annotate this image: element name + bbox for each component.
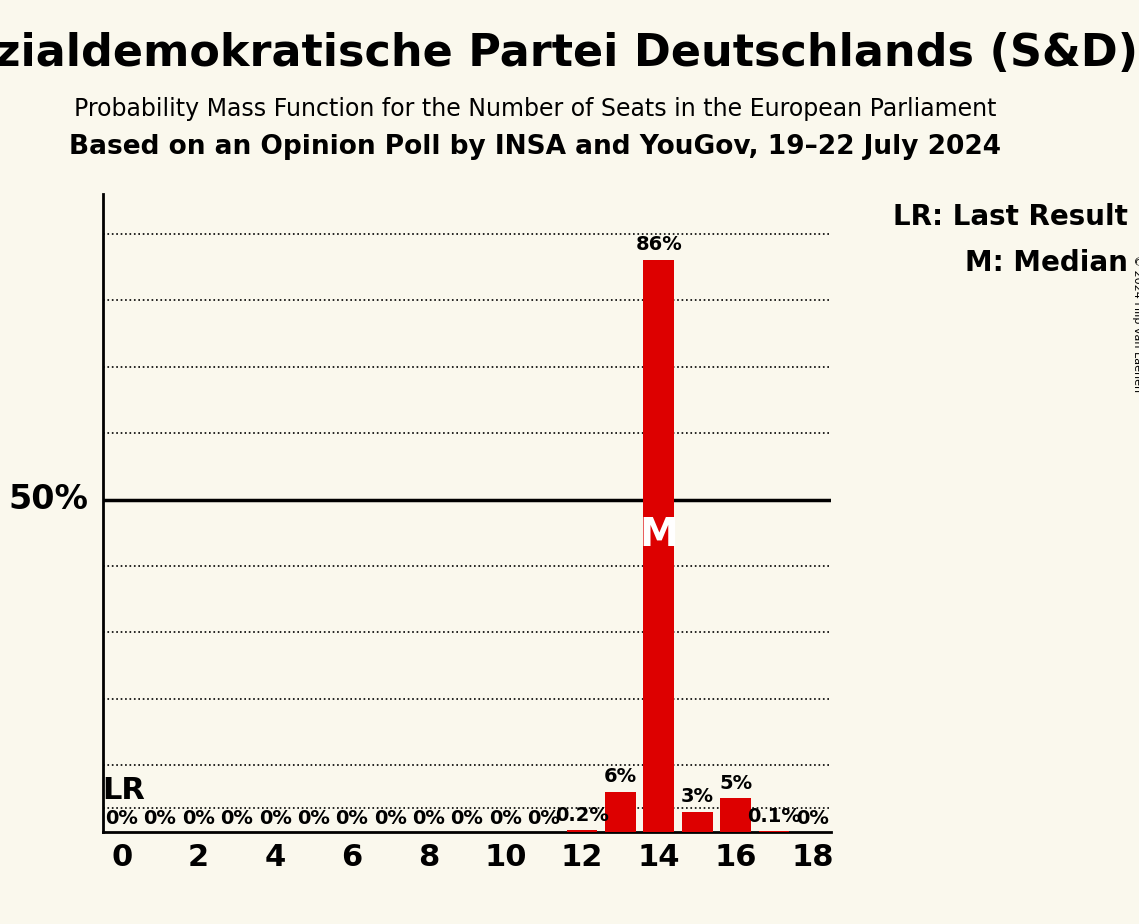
Text: 0.1%: 0.1% [747, 807, 801, 826]
Text: 0%: 0% [374, 809, 407, 828]
Text: 86%: 86% [636, 235, 682, 254]
Text: M: M [639, 517, 678, 554]
Text: 50%: 50% [8, 483, 88, 516]
Text: 0%: 0% [182, 809, 215, 828]
Text: 5%: 5% [719, 774, 752, 793]
Text: 0%: 0% [527, 809, 560, 828]
Text: 0.2%: 0.2% [555, 806, 609, 825]
Bar [720, 798, 751, 832]
Text: 6%: 6% [604, 768, 637, 786]
Text: LR: LR [103, 776, 146, 805]
Text: 0%: 0% [297, 809, 330, 828]
Text: 0%: 0% [336, 809, 368, 828]
Text: Probability Mass Function for the Number of Seats in the European Parliament: Probability Mass Function for the Number… [74, 97, 997, 121]
Bar [605, 792, 636, 832]
Text: 0%: 0% [144, 809, 177, 828]
Text: 0%: 0% [451, 809, 483, 828]
Text: M: Median: M: Median [965, 249, 1128, 277]
Text: 0%: 0% [259, 809, 292, 828]
Bar [682, 811, 713, 832]
Bar [567, 831, 598, 832]
Text: LR: Last Result: LR: Last Result [893, 203, 1128, 231]
Text: 3%: 3% [681, 787, 714, 807]
Bar [644, 261, 674, 832]
Text: 0%: 0% [105, 809, 138, 828]
Text: 0%: 0% [796, 809, 829, 828]
Text: Based on an Opinion Poll by INSA and YouGov, 19–22 July 2024: Based on an Opinion Poll by INSA and You… [69, 134, 1001, 160]
Text: 0%: 0% [220, 809, 253, 828]
Text: Sozialdemokratische Partei Deutschlands (S&D): Sozialdemokratische Partei Deutschlands … [0, 32, 1138, 76]
Text: 0%: 0% [489, 809, 522, 828]
Text: 0%: 0% [412, 809, 445, 828]
Text: © 2024 Filip van Laenen: © 2024 Filip van Laenen [1132, 255, 1139, 392]
